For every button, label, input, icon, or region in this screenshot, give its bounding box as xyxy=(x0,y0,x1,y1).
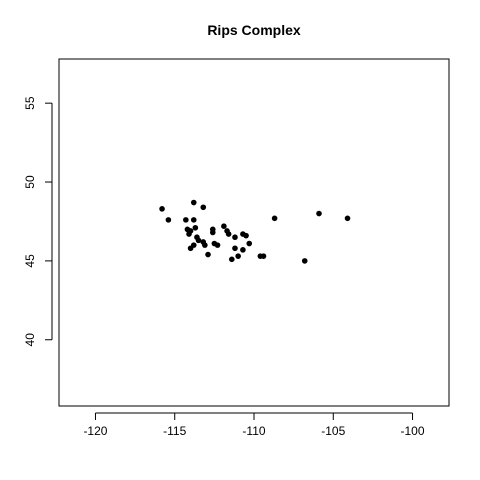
chart-title: Rips Complex xyxy=(207,22,301,38)
plot-frame xyxy=(58,58,450,407)
data-point xyxy=(186,231,192,237)
data-point xyxy=(246,240,253,247)
data-point xyxy=(165,217,172,223)
data-point xyxy=(214,242,221,248)
x-tick-label: -100 xyxy=(401,424,425,438)
data-point xyxy=(229,256,235,263)
data-point xyxy=(190,217,197,223)
x-tick-label: -110 xyxy=(242,424,265,438)
data-point xyxy=(192,224,199,231)
data-point xyxy=(209,229,216,236)
data-point xyxy=(202,242,208,248)
data-point xyxy=(183,217,189,223)
data-point xyxy=(232,245,238,252)
data-point xyxy=(225,231,232,237)
data-point xyxy=(159,206,165,212)
y-tick-label: 45 xyxy=(23,254,37,268)
data-point xyxy=(232,234,238,241)
x-tick-label: -120 xyxy=(83,424,107,438)
data-point xyxy=(205,251,211,258)
data-point xyxy=(271,215,278,222)
y-tick-label: 55 xyxy=(23,96,37,110)
data-point xyxy=(190,242,197,248)
data-point xyxy=(190,199,197,206)
x-axis: -120 -115 -110 -105 -100 xyxy=(83,412,425,438)
data-point xyxy=(260,253,267,259)
point-layer xyxy=(159,199,351,264)
y-tick-label: 40 xyxy=(23,333,37,347)
data-point xyxy=(344,215,351,222)
data-point xyxy=(301,258,308,264)
data-point xyxy=(240,247,246,253)
y-tick-label: 50 xyxy=(23,175,37,189)
data-point xyxy=(235,253,241,259)
y-axis: 40 45 50 55 xyxy=(23,96,53,347)
data-point xyxy=(316,210,322,217)
data-point xyxy=(221,223,227,229)
x-tick-label: -105 xyxy=(321,424,345,438)
data-point xyxy=(243,232,249,239)
data-point xyxy=(200,204,207,211)
x-tick-label: -115 xyxy=(163,424,186,438)
data-point xyxy=(195,237,202,244)
